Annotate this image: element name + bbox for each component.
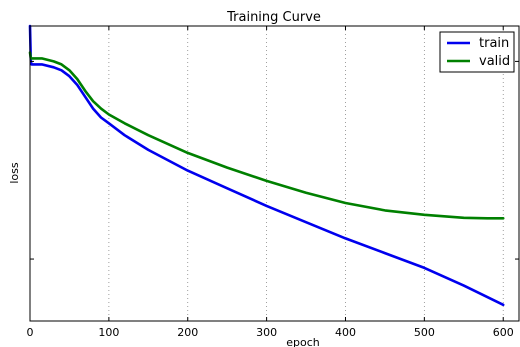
- plot-area: [30, 26, 519, 321]
- legend: train valid: [439, 31, 515, 73]
- x-tick-label: 600: [493, 326, 514, 339]
- axes-border: [29, 25, 520, 322]
- x-tick-label: 100: [98, 326, 119, 339]
- x-tick-label: 300: [256, 326, 277, 339]
- x-tick-label: 500: [414, 326, 435, 339]
- x-axis-ticks: 0 100 200 300 400 500 600: [27, 26, 514, 339]
- chart-title: Training Curve: [226, 10, 321, 25]
- legend-label-train: train: [479, 36, 509, 51]
- legend-box: [439, 31, 515, 73]
- series-line-train: [28, 24, 505, 307]
- x-tick-label: 400: [335, 326, 356, 339]
- series-line-valid: [28, 51, 505, 220]
- series-lines: [28, 24, 505, 307]
- axes: [29, 25, 520, 322]
- legend-label-valid: valid: [479, 54, 510, 69]
- x-tick-label: 0: [27, 326, 34, 339]
- x-axis-label: epoch: [286, 336, 320, 347]
- y-axis-label: loss: [8, 162, 21, 184]
- x-tick-label: 200: [177, 326, 198, 339]
- plot-background: [30, 26, 519, 321]
